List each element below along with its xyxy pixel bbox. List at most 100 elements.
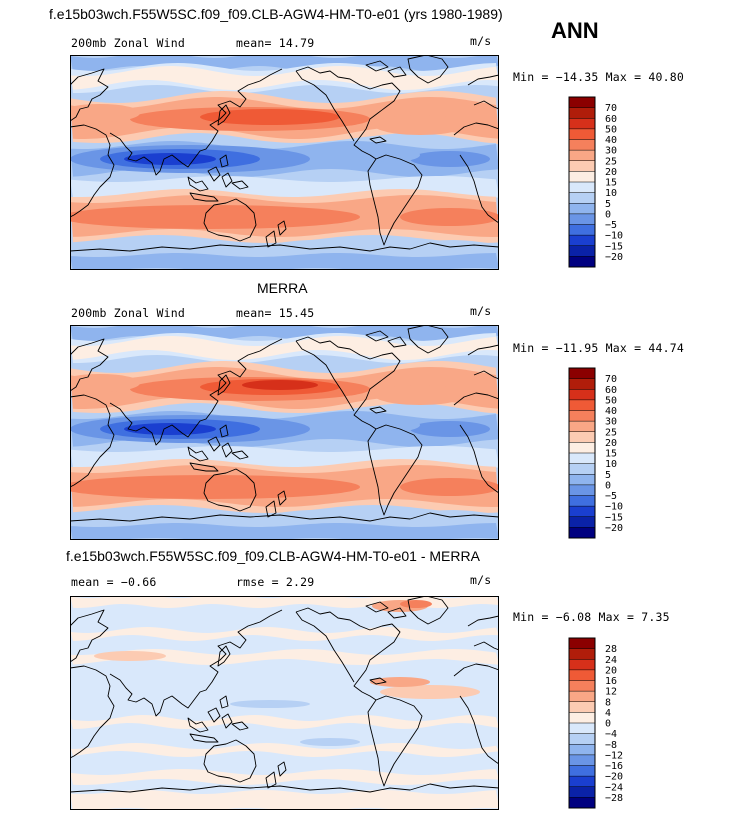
wind-contour-band xyxy=(70,446,499,468)
colorbar-tick-label: 12 xyxy=(605,687,617,698)
wind-contour-band xyxy=(70,66,499,90)
colorbar-swatch xyxy=(569,431,595,443)
wind-contour-blob xyxy=(200,109,340,125)
colorbar-swatch xyxy=(569,107,595,119)
colorbar-tick-label: −15 xyxy=(605,512,623,523)
wind-contour-blob xyxy=(400,600,432,608)
panel1-variable: 200mb Zonal Wind xyxy=(71,36,185,50)
colorbar-swatch xyxy=(569,97,595,108)
wind-contour-blob xyxy=(230,700,310,708)
colorbar-swatch xyxy=(569,118,595,130)
colorbar-tick-label: 40 xyxy=(605,135,617,146)
colorbar-tick-label: 28 xyxy=(605,644,617,655)
colorbar-tick-label: −28 xyxy=(605,793,623,804)
wind-contour-band xyxy=(70,176,499,198)
panel3-rmse: rmse = 2.29 xyxy=(236,575,315,589)
colorbar-swatch xyxy=(569,659,595,671)
colorbar-tick-label: 70 xyxy=(605,374,617,385)
colorbar-swatch xyxy=(569,786,595,798)
colorbar-tick-label: 20 xyxy=(605,665,617,676)
colorbar-tick-label: −12 xyxy=(605,750,623,761)
map-frame xyxy=(70,55,499,270)
colorbar-tick-label: −5 xyxy=(605,220,617,231)
colorbar-swatch xyxy=(569,160,595,172)
colorbar-swatch xyxy=(569,128,595,140)
colorbar-swatch xyxy=(569,744,595,756)
panel2-units: m/s xyxy=(470,304,492,318)
colorbar-tick-label: −20 xyxy=(605,252,623,263)
panel2-map xyxy=(70,325,499,540)
colorbar-tick-label: 0 xyxy=(605,209,611,220)
colorbar-swatch xyxy=(569,776,595,788)
colorbar-swatch xyxy=(569,139,595,151)
map-frame xyxy=(70,325,499,540)
colorbar-tick-label: −24 xyxy=(605,782,623,793)
colorbar-tick-label: 10 xyxy=(605,188,617,199)
wind-contour-blob xyxy=(300,738,360,746)
panel2-title: MERRA xyxy=(257,280,308,296)
colorbar-swatch xyxy=(569,442,595,454)
colorbar-swatch xyxy=(569,495,595,507)
colorbar-swatch xyxy=(569,235,595,247)
wind-contour-blob xyxy=(70,475,360,499)
panel1-units: m/s xyxy=(470,34,492,48)
colorbar-swatch xyxy=(569,648,595,660)
panel1-mean: mean= 14.79 xyxy=(236,36,315,50)
panel3-units: m/s xyxy=(470,573,492,587)
wind-contour-band xyxy=(70,790,499,810)
colorbar-swatch xyxy=(569,192,595,204)
colorbar-tick-label: −16 xyxy=(605,761,623,772)
colorbar-swatch xyxy=(569,410,595,422)
coastlines xyxy=(70,325,499,522)
colorbar-swatch xyxy=(569,150,595,162)
wind-contour-band xyxy=(70,336,499,360)
colorbar-swatch xyxy=(569,245,595,257)
colorbar-tick-label: 25 xyxy=(605,156,617,167)
wind-contour-blob xyxy=(124,423,216,435)
colorbar-swatch xyxy=(569,669,595,681)
colorbar-swatch xyxy=(569,256,595,268)
wind-contour-band xyxy=(70,523,499,540)
colorbar-swatch xyxy=(569,224,595,236)
colorbar-swatch xyxy=(569,680,595,692)
colorbar-tick-label: 40 xyxy=(605,406,617,417)
colorbar-swatch xyxy=(569,474,595,486)
panel3-map xyxy=(70,596,499,810)
colorbar-tick-label: 20 xyxy=(605,438,617,449)
map-frame xyxy=(70,596,499,810)
wind-contour-blob xyxy=(370,677,430,687)
coastlines xyxy=(70,55,499,252)
colorbar-swatch xyxy=(569,797,595,809)
wind-contour-blob xyxy=(380,685,480,699)
wind-contour-band xyxy=(70,253,499,270)
colorbar-tick-label: −15 xyxy=(605,241,623,252)
colorbar-swatch xyxy=(569,754,595,766)
wind-contour-blob xyxy=(374,385,466,405)
wind-contour-blob xyxy=(374,115,466,135)
colorbar-tick-label: 25 xyxy=(605,427,617,438)
panel2-variable: 200mb Zonal Wind xyxy=(71,306,185,320)
colorbar-tick-label: 15 xyxy=(605,449,617,460)
colorbar-swatch xyxy=(569,421,595,433)
colorbar-tick-label: 50 xyxy=(605,395,617,406)
colorbar-tick-label: 8 xyxy=(605,697,611,708)
panel2-minmax: Min = −11.95 Max = 44.74 xyxy=(513,341,684,355)
colorbar-swatch xyxy=(569,723,595,734)
colorbar-swatch xyxy=(569,484,595,496)
colorbar-swatch xyxy=(569,701,595,713)
colorbar-tick-label: 20 xyxy=(605,167,617,178)
colorbar-tick-label: 10 xyxy=(605,459,617,470)
colorbar-tick-label: −20 xyxy=(605,772,623,783)
panel3-mean: mean = −0.66 xyxy=(71,575,157,589)
colorbar-tick-label: 5 xyxy=(605,199,611,210)
colorbar-swatch xyxy=(569,712,595,724)
colorbar-swatch xyxy=(569,203,595,215)
wind-contour-band xyxy=(70,627,499,641)
colorbar-swatch xyxy=(569,463,595,475)
colorbar-tick-label: −10 xyxy=(605,502,623,513)
wind-contour-blob xyxy=(410,151,490,167)
colorbar-swatch xyxy=(569,453,595,464)
wind-contour-blob xyxy=(94,651,166,661)
